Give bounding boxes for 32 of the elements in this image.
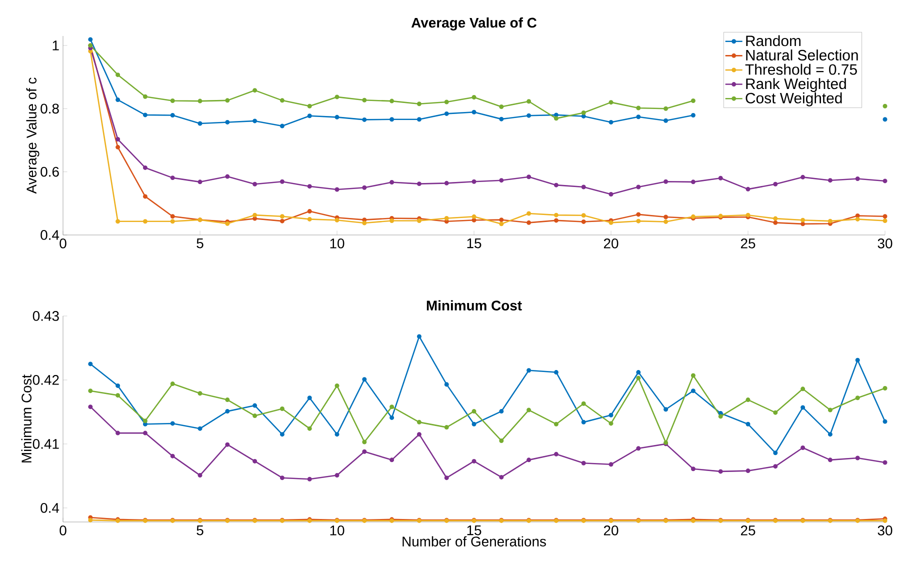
legend-label: Rank Weighted [746,78,846,92]
legend-label: Threshold = 0.75 [745,64,857,75]
y-tick-label: 0.42 [32,375,59,385]
chart-title: Minimum Cost [426,300,522,310]
x-tick-label: 5 [196,238,204,248]
legend-label: Cost Weighted [746,92,842,106]
legend-label: Natural Selection [746,50,858,60]
x-tick-label: 0 [60,238,66,248]
y-tick-label: 0.43 [32,311,59,321]
x-tick-label: 20 [604,238,618,248]
x-tick-label: 30 [878,238,892,248]
y-tick-label: 1 [52,40,59,50]
y-axis-title: Average Value of c [26,78,40,194]
y-tick-label: 0.4 [40,230,60,240]
y-tick-label: 0.6 [40,166,59,177]
x-tick-label: 15 [467,238,482,248]
x-tick-label: 25 [740,238,756,248]
y-tick-label: 0.41 [32,438,59,449]
x-axis-title: Number of Generations [402,536,546,546]
x-tick-label: 20 [604,525,618,536]
chart-title: Average Value of C [411,17,537,30]
x-tick-label: 25 [740,525,756,536]
x-tick-label: 10 [330,525,344,536]
legend-label: Random [746,35,800,46]
x-tick-label: 10 [330,238,344,248]
x-tick-label: 30 [878,525,892,536]
x-tick-label: 5 [196,526,204,536]
y-axis-title: Minimum Cost [21,374,32,462]
x-tick-label: 0 [60,525,66,536]
y-tick-label: 0.8 [40,104,59,114]
x-tick-label: 15 [467,526,482,536]
y-tick-label: 0.4 [40,502,60,513]
